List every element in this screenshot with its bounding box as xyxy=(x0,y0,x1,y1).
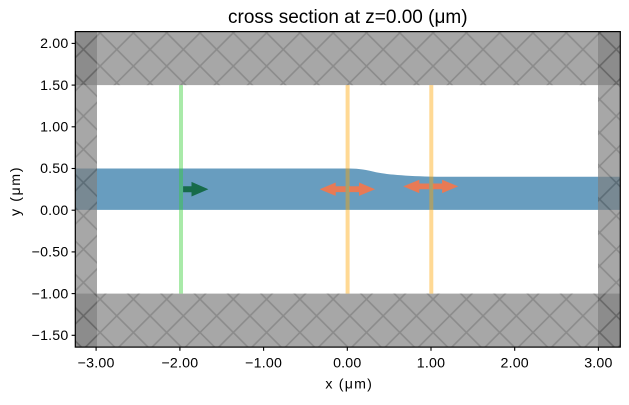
svg-text:−0.50: −0.50 xyxy=(32,245,69,261)
svg-text:2.00: 2.00 xyxy=(500,356,528,372)
svg-text:cross section at z=0.00 (μm): cross section at z=0.00 (μm) xyxy=(228,7,468,28)
svg-text:x (μm): x (μm) xyxy=(325,376,373,392)
svg-text:0.50: 0.50 xyxy=(40,161,68,177)
svg-text:1.00: 1.00 xyxy=(417,356,445,372)
svg-text:−2.00: −2.00 xyxy=(161,356,198,372)
svg-text:−1.00: −1.00 xyxy=(32,286,69,302)
svg-text:−1.50: −1.50 xyxy=(32,328,69,344)
svg-text:1.50: 1.50 xyxy=(40,78,68,94)
svg-text:−3.00: −3.00 xyxy=(78,356,115,372)
svg-text:3.00: 3.00 xyxy=(584,356,612,372)
svg-text:−1.00: −1.00 xyxy=(245,356,282,372)
svg-text:y (μm): y (μm) xyxy=(8,166,24,216)
svg-text:0.00: 0.00 xyxy=(333,356,361,372)
svg-text:1.00: 1.00 xyxy=(40,120,68,136)
svg-text:2.00: 2.00 xyxy=(40,36,68,52)
svg-text:0.00: 0.00 xyxy=(40,203,68,219)
